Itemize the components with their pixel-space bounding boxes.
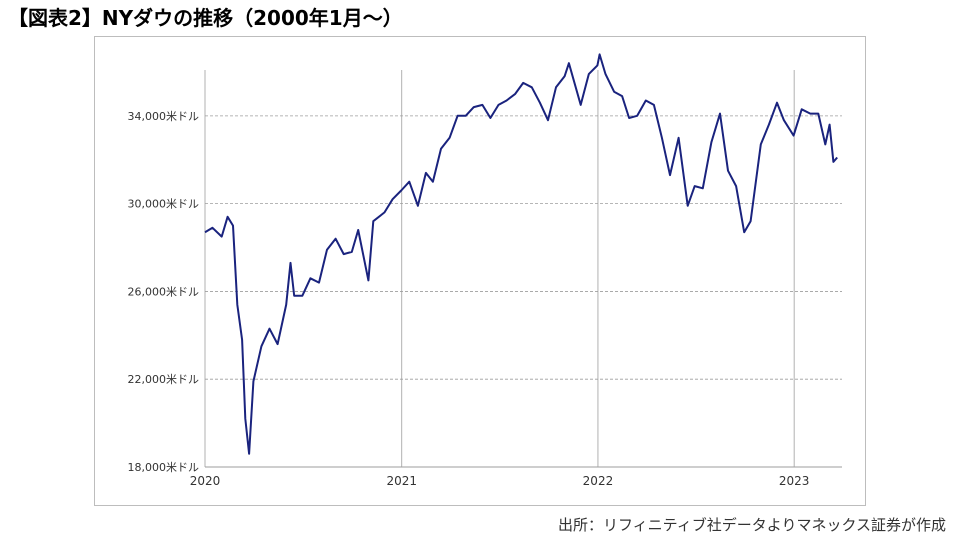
horizontal-gridlines — [205, 115, 842, 380]
chart-frame — [94, 36, 866, 506]
y-tick-label: 18,000米ドル — [128, 461, 200, 474]
vertical-gridlines — [204, 70, 795, 467]
y-tick-label: 26,000米ドル — [128, 285, 200, 298]
x-tick-label: 2023 — [779, 474, 810, 488]
y-tick-label: 30,000米ドル — [128, 198, 200, 211]
page-title: 【図表2】NYダウの推移（2000年1月〜） — [8, 6, 403, 30]
source-note: 出所：リフィニティブ社データよりマネックス証券が作成 — [557, 516, 946, 534]
x-tick-label: 2021 — [386, 474, 417, 488]
y-tick-label: 34,000米ドル — [128, 110, 200, 123]
x-tick-label: 2022 — [583, 474, 614, 488]
series-line-ny-dow — [204, 53, 838, 455]
y-axis-tick-labels: 18,000米ドル 22,000米ドル 26,000米ドル 30,000米ドル 34,0… — [128, 110, 200, 474]
y-tick-label: 22,000米ドル — [128, 373, 200, 386]
x-axis-tick-labels: 2020 2021 2022 2023 — [190, 474, 810, 488]
x-tick-label: 2020 — [190, 474, 221, 488]
